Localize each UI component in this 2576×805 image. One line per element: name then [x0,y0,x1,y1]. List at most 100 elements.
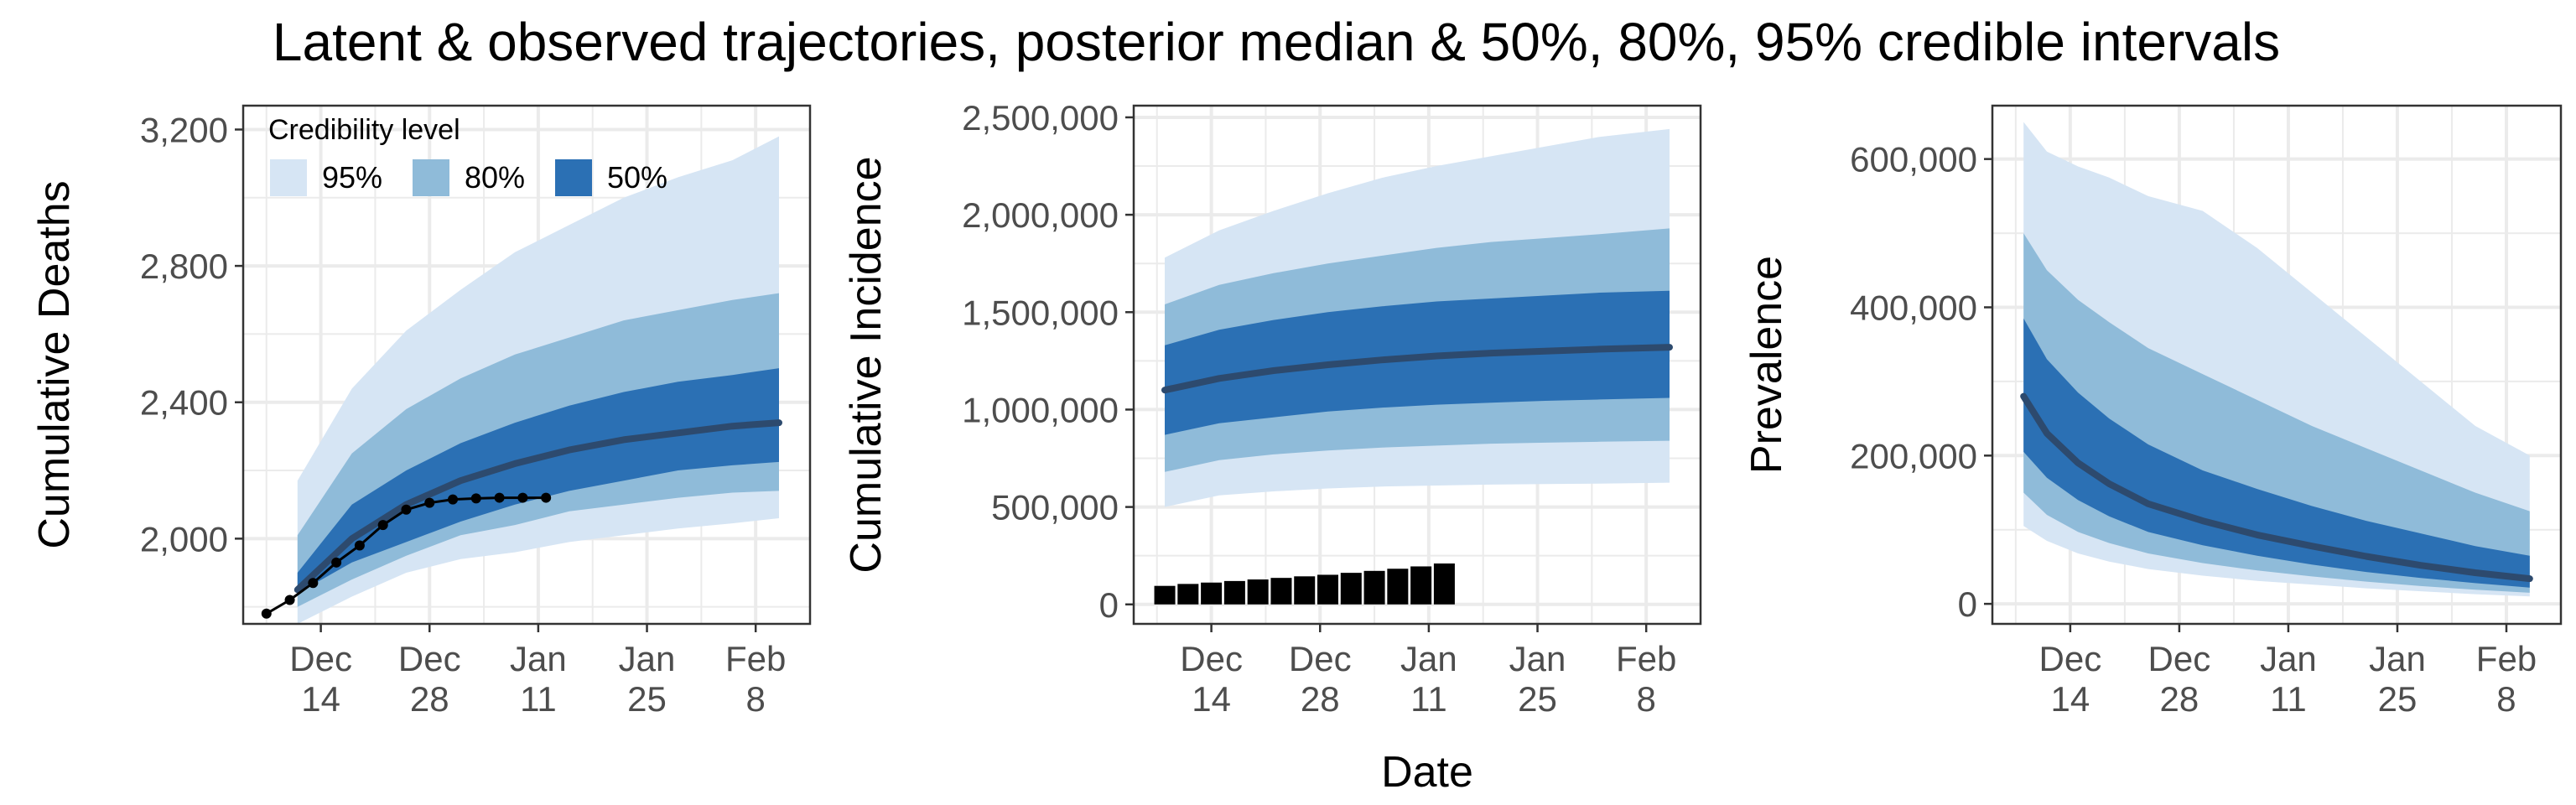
chart-title: Latent & observed trajectories, posterio… [273,12,2280,72]
x-tick-label: Dec [2148,639,2211,678]
y-tick-label: 1,000,000 [962,390,1119,429]
legend-key-50 [555,159,592,196]
y-tick-label: 200,000 [1850,436,1977,475]
observed-point [308,578,319,589]
x-tick-label: 28 [1301,679,1340,719]
y-tick-label: 2,500,000 [962,98,1119,138]
y-tick-label: 400,000 [1850,288,1977,327]
x-tick-label: Feb [725,639,786,678]
observed-point [494,492,505,503]
panel-border [242,104,812,626]
observed-point [331,557,342,568]
band-50 [1165,290,1670,435]
panel-3: 0200,000400,000600,000Dec14Dec28Jan11Jan… [1742,104,2563,719]
y-axis-label: Cumulative Deaths [30,180,79,548]
panel-2: 0 500,000 1,000,000 1,500,000 2,000,000 2,500… [842,98,1702,719]
x-tick-label: 28 [410,679,449,719]
y-tick-label: 1,500,000 [962,293,1119,332]
observed-point [517,492,528,503]
x-tick-label: Jan [619,639,676,678]
observed-bar [1433,563,1455,605]
observed-bar [1177,584,1199,605]
median-line [293,419,782,594]
observed-point [401,504,412,515]
band-50 [2023,318,2530,588]
panel-1: 2,0002,4002,8003,200Dec14Dec28Jan11Jan25… [30,104,812,719]
x-tick-label: Jan [1400,639,1457,678]
x-tick-label: 8 [745,679,765,719]
observed-point [424,497,435,508]
x-tick-label: 14 [1192,679,1231,719]
legend-key-95 [270,159,307,196]
x-tick-label: Jan [510,639,567,678]
x-tick-label: Dec [2039,639,2102,678]
x-tick-label: 8 [2496,679,2516,719]
x-tick-label: Dec [1289,639,1352,678]
observed-point [448,494,459,505]
observed-point [284,595,295,605]
x-tick-label: 11 [2270,679,2307,719]
y-tick-label: 2,000,000 [962,195,1119,235]
y-tick-label: 3,200 [140,110,228,149]
x-tick-label: 11 [1410,679,1447,719]
median-line [1161,344,1673,394]
x-tick-label: Jan [1509,639,1566,678]
y-tick-label: 2,000 [140,519,228,558]
observed-bar [1201,582,1223,605]
panel-border [1991,104,2563,626]
observed-bar [1317,574,1339,605]
x-tick-label: Dec [1180,639,1243,678]
x-tick-label: 11 [520,679,557,719]
y-tick-label: 600,000 [1850,140,1977,179]
observed-bar [1270,578,1292,605]
observed-bar [1223,580,1245,605]
y-tick-label: 0 [1958,584,1977,624]
legend-label: 80% [465,160,525,195]
legend-label: 50% [607,160,667,195]
data-layer [2020,122,2533,597]
y-axis-label: Cumulative Incidence [842,156,891,573]
legend-label: 95% [322,160,382,195]
legend-title: Credibility level [268,114,460,146]
data-layer [1154,128,1673,605]
observed-bar [1247,579,1269,605]
observed-bar [1410,566,1432,605]
y-axis-label: Prevalence [1742,256,1791,474]
x-tick-label: 14 [301,679,340,719]
x-tick-label: Dec [289,639,352,678]
median-line [2020,392,2533,583]
panels: 2,0002,4002,8003,200Dec14Dec28Jan11Jan25… [30,98,2563,719]
x-tick-label: 25 [2378,679,2418,719]
x-tick-label: 8 [1636,679,1655,719]
observed-bar [1154,585,1176,605]
x-tick-label: Dec [398,639,461,678]
observed-point [354,540,365,551]
shared-x-axis-label: Date [1381,748,1473,797]
observed-bar [1387,569,1409,605]
observed-point [541,492,552,503]
legend-key-80 [413,159,449,196]
y-tick-label: 2,400 [140,383,228,423]
observed-point [377,520,388,531]
y-tick-label: 0 [1099,585,1119,625]
data-layer [293,136,782,624]
observed-bar [1363,570,1385,605]
x-tick-label: 25 [1518,679,1557,719]
x-tick-label: Jan [2369,639,2426,678]
x-tick-label: 14 [2051,679,2090,719]
band-50 [297,368,779,594]
x-tick-label: 25 [627,679,667,719]
observed-bar [1340,573,1362,605]
y-tick-label: 2,800 [140,247,228,286]
observed-bar [1294,576,1316,605]
x-tick-label: 28 [2160,679,2199,719]
x-tick-label: Feb [1616,639,1676,678]
y-tick-label: 500,000 [991,488,1119,527]
x-tick-label: Jan [2260,639,2317,678]
panel-border [1132,104,1702,626]
x-tick-label: Feb [2476,639,2537,678]
observed-point [261,608,272,619]
observed-point [470,493,481,504]
legend: Credibility level 95% 80% 50% [268,114,667,196]
